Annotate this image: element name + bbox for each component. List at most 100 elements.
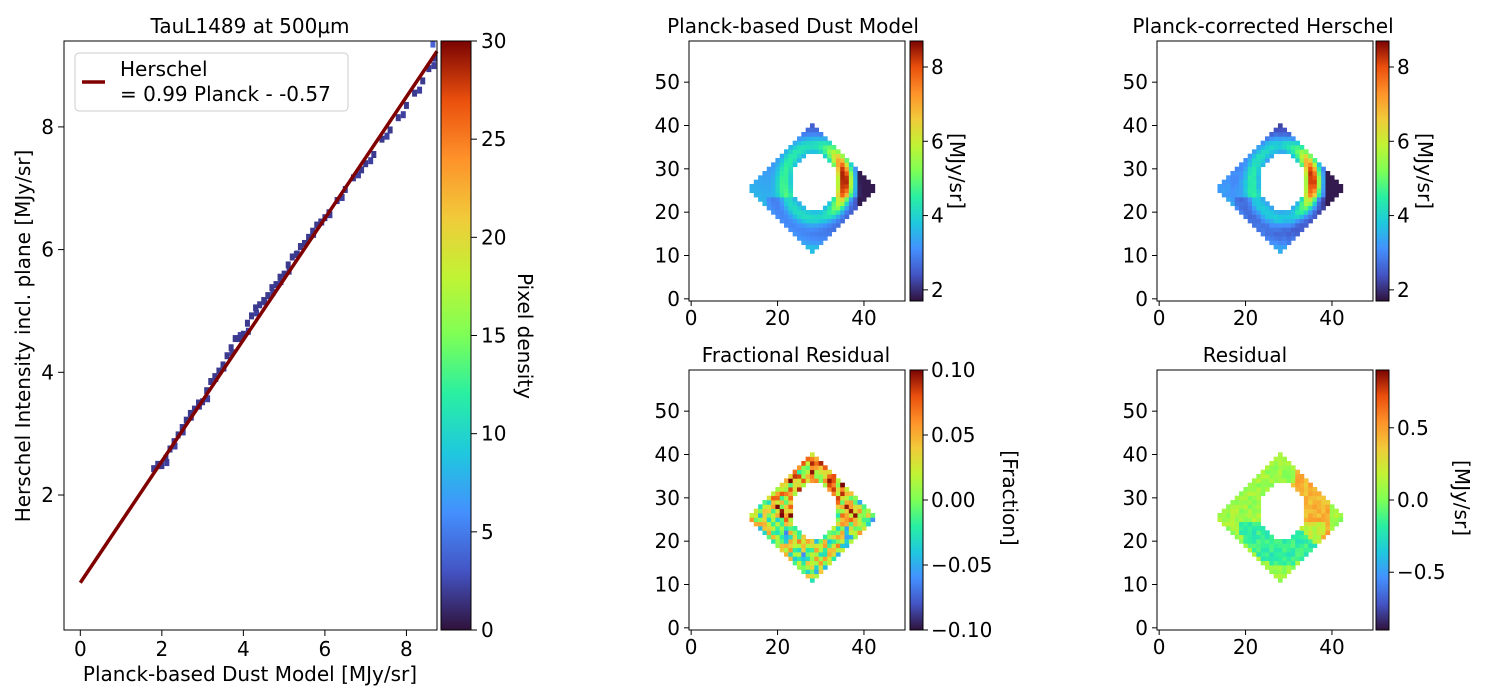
map-pixel xyxy=(779,500,785,505)
map-pixel xyxy=(1295,539,1300,544)
map-pixel xyxy=(779,517,785,523)
map-pixel xyxy=(1290,140,1296,146)
map-pixel xyxy=(1256,513,1262,518)
map-pixel xyxy=(814,461,819,466)
map-pixel xyxy=(861,504,867,510)
y-axis-label: Herschel Intensity incl. plane [MJy/sr] xyxy=(11,150,35,523)
map-pixel xyxy=(1303,552,1309,557)
map-pixel xyxy=(1282,140,1287,146)
map-pixel xyxy=(788,179,794,185)
map-pixel xyxy=(1329,526,1335,531)
map-pixel xyxy=(840,547,845,553)
map-pixel xyxy=(1290,560,1296,566)
map-pixel xyxy=(779,491,785,497)
map-pixel xyxy=(1221,521,1227,527)
map-pixel xyxy=(1260,547,1266,553)
map-pixel xyxy=(1243,162,1249,168)
map-pixel xyxy=(1308,205,1313,211)
map-pixel xyxy=(818,136,824,142)
map-pixel xyxy=(784,158,789,163)
map-pixel xyxy=(1316,517,1322,523)
map-pixel xyxy=(805,474,811,479)
map-pixel xyxy=(1230,197,1236,202)
map-pixel xyxy=(779,547,785,553)
map-pixel xyxy=(822,136,828,142)
map-pixel xyxy=(853,534,858,540)
map-pixel xyxy=(771,491,776,497)
map-pixel xyxy=(840,201,845,207)
map-pixel xyxy=(1303,205,1309,211)
x-tick-label: 2 xyxy=(155,637,168,661)
density-cell xyxy=(212,373,218,381)
map-pixel xyxy=(1269,478,1275,484)
map-pixel xyxy=(771,205,776,211)
map-pixel xyxy=(1277,539,1283,544)
map-pixel xyxy=(809,560,815,566)
map-pixel xyxy=(1252,543,1257,549)
map-pixel xyxy=(1286,556,1292,562)
map-pixel xyxy=(805,127,811,133)
map-pixel xyxy=(814,240,819,246)
map-pixel xyxy=(1221,517,1227,523)
map-pixel xyxy=(1273,547,1279,553)
map-pixel xyxy=(809,539,815,544)
map-pixel xyxy=(792,530,798,536)
map-pixel xyxy=(809,210,815,215)
map-pixel xyxy=(1295,140,1300,146)
map-pixel xyxy=(1282,244,1287,250)
map-pixel xyxy=(1308,482,1313,488)
map-pixel xyxy=(1230,500,1236,505)
map-pixel xyxy=(1260,487,1266,492)
map-pixel xyxy=(1290,482,1296,488)
fractional-residual-colorbar-label: [Fraction] xyxy=(998,450,1022,545)
map-pixel xyxy=(1325,500,1331,505)
colorbar-tick-label: 30 xyxy=(481,29,506,53)
map-pixel xyxy=(762,508,768,514)
map-pixel xyxy=(1256,149,1262,155)
map-pixel xyxy=(1312,162,1318,168)
map-pixel xyxy=(784,478,789,484)
map-pixel xyxy=(1308,175,1313,181)
map-pixel xyxy=(818,552,824,557)
map-pixel xyxy=(861,508,867,514)
map-pixel xyxy=(779,534,785,540)
map-pixel xyxy=(797,474,802,479)
map-pixel xyxy=(1277,478,1283,484)
map-pixel xyxy=(788,482,794,488)
map-pixel xyxy=(1252,530,1257,536)
map-pixel xyxy=(1325,513,1331,518)
map-pixel xyxy=(818,140,824,146)
map-pixel xyxy=(840,482,845,488)
map-pixel xyxy=(1277,227,1283,233)
map-pixel xyxy=(827,560,832,566)
map-pixel xyxy=(1239,526,1244,531)
map-pixel xyxy=(1295,469,1300,475)
y-tick-label: 30 xyxy=(655,486,680,510)
map-pixel xyxy=(1260,560,1266,566)
map-pixel xyxy=(840,543,845,549)
map-pixel xyxy=(1277,123,1283,129)
map-pixel xyxy=(1277,547,1283,553)
map-pixel xyxy=(805,478,811,484)
map-pixel xyxy=(1269,569,1275,575)
map-pixel xyxy=(805,573,811,579)
map-pixel xyxy=(788,145,794,150)
map-pixel xyxy=(762,201,768,207)
map-pixel xyxy=(831,214,837,220)
map-pixel xyxy=(1256,508,1262,514)
map-pixel xyxy=(766,495,772,501)
map-pixel xyxy=(1277,214,1283,220)
map-pixel xyxy=(801,214,807,220)
map-pixel xyxy=(1234,530,1240,536)
density-cell xyxy=(204,387,210,395)
map-pixel xyxy=(818,469,824,475)
map-pixel xyxy=(818,240,824,246)
map-pixel xyxy=(771,175,776,181)
map-pixel xyxy=(771,184,776,189)
map-pixel xyxy=(1295,560,1300,566)
map-pixel xyxy=(818,227,824,233)
map-pixel xyxy=(1299,162,1305,168)
